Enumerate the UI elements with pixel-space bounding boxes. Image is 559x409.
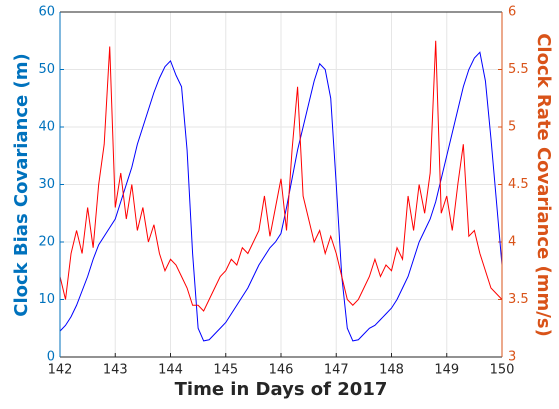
data-line <box>59 40 503 312</box>
x-tick-label: 150 <box>490 363 515 378</box>
y2-tick-label: 3.5 <box>508 292 529 307</box>
y2-tick-label: 5 <box>508 120 516 135</box>
y-tick-label: 10 <box>38 292 55 307</box>
y2-tick-label: 5.5 <box>508 62 529 77</box>
y-axis-label: Clock Bias Covariance (m) <box>11 53 32 317</box>
data-line <box>59 51 503 342</box>
x-tick-label: 147 <box>324 363 349 378</box>
x-tick-label: 146 <box>269 363 294 378</box>
y-tick-label: 0 <box>47 350 55 365</box>
y-tick-label: 40 <box>38 120 55 135</box>
x-tick-label: 142 <box>48 363 73 378</box>
y-tick-label: 50 <box>38 62 55 77</box>
x-axis-label: Time in Days of 2017 <box>175 379 388 400</box>
y-tick-label: 60 <box>38 5 55 20</box>
y2-tick-label: 4 <box>508 235 516 250</box>
x-tick-label: 144 <box>158 363 183 378</box>
x-tick-label: 149 <box>434 363 459 378</box>
y-tick-label: 20 <box>38 235 55 250</box>
y2-axis-label: Clock Rate Covariance (mm/s) <box>533 33 554 337</box>
x-tick-label: 145 <box>213 363 238 378</box>
x-tick-label: 143 <box>103 363 128 378</box>
y2-tick-label: 3 <box>508 350 516 365</box>
y2-tick-label: 4.5 <box>508 177 529 192</box>
y2-tick-label: 6 <box>508 5 516 20</box>
y-tick-label: 30 <box>38 177 55 192</box>
x-tick-label: 148 <box>379 363 404 378</box>
